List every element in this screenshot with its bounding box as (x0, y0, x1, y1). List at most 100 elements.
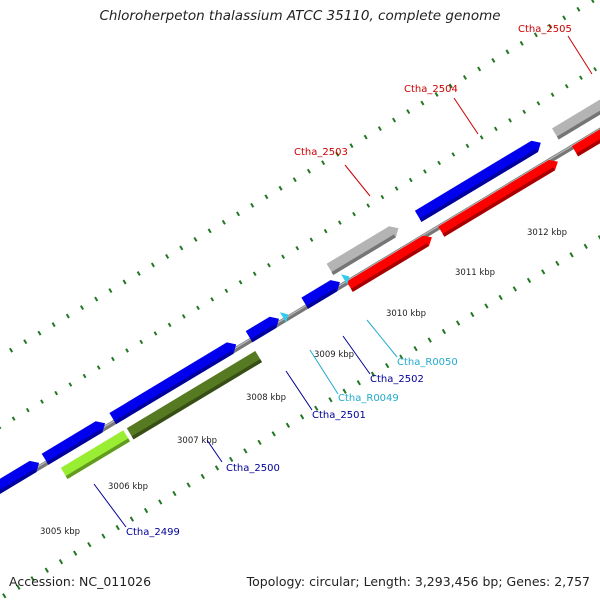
gene-arrow (41, 421, 106, 465)
tick-mark (470, 311, 475, 318)
tick-mark (349, 143, 354, 149)
tick-mark (536, 101, 541, 106)
tick-mark (508, 118, 512, 123)
kbp-label: 3005 kbp (40, 527, 80, 537)
tick-mark (214, 465, 220, 471)
tick-mark (2, 593, 7, 599)
tick-mark (16, 584, 21, 590)
gene-leader-line (344, 164, 371, 197)
gene-arrow-shadow (419, 148, 539, 222)
tick-mark (323, 228, 328, 234)
tick-mark (292, 177, 297, 183)
tick-mark (363, 134, 368, 140)
tick-mark (385, 362, 390, 369)
gene-arrow (414, 140, 541, 222)
tick-mark (434, 92, 439, 97)
tick-mark (377, 126, 382, 132)
tick-mark (366, 203, 371, 208)
tick-mark (441, 328, 447, 335)
tick-mark (238, 280, 243, 285)
tick-mark (519, 40, 524, 46)
gene-label: Ctha_2501 (312, 410, 366, 421)
gene-arrow (60, 430, 130, 479)
tick-mark (399, 354, 404, 360)
gene-arrow (126, 351, 262, 440)
tick-mark (73, 550, 78, 556)
gene-arrow-shadow (114, 350, 234, 425)
tick-mark (153, 331, 158, 336)
tick-mark (193, 236, 198, 242)
gene-arrow-shadow (576, 139, 600, 157)
tick-mark (179, 245, 184, 251)
gene-arrow-shadow (306, 288, 338, 309)
tick-mark (477, 66, 482, 72)
gene-arrow-shadow (250, 324, 277, 343)
tick-mark (380, 194, 385, 200)
tick-mark (423, 169, 427, 174)
tick-mark (465, 143, 470, 149)
tick-mark (392, 117, 397, 123)
tick-mark (186, 482, 191, 488)
gene-arrow (301, 280, 340, 309)
gene-arrow-shadow (65, 438, 130, 479)
tick-mark (309, 237, 314, 242)
tick-mark (23, 339, 28, 345)
gene-arrow-shadow (0, 469, 37, 494)
tick-mark (250, 202, 255, 208)
tick-mark (455, 320, 461, 326)
tick-mark (267, 263, 271, 268)
tick-mark (58, 559, 64, 565)
tick-mark (25, 407, 30, 413)
tick-mark (65, 313, 70, 319)
tick-mark (462, 75, 467, 80)
tick-mark (579, 75, 583, 80)
tick-mark (37, 330, 42, 336)
gene-label: Ctha_2499 (126, 527, 180, 538)
tick-mark (299, 414, 305, 420)
tick-row (9, 0, 595, 353)
tick-mark (79, 305, 85, 311)
tick-mark (314, 405, 319, 411)
gene-label: Ctha_2505 (518, 24, 572, 35)
gene-leader-line (206, 439, 223, 463)
tick-mark (257, 439, 262, 446)
gene-arrow (572, 129, 600, 157)
tick-mark (129, 516, 135, 522)
tick-mark (522, 109, 527, 115)
tick-mark (150, 262, 155, 268)
tick-mark (278, 185, 283, 191)
tick-mark (285, 422, 291, 428)
tick-mark (408, 177, 413, 183)
tick-mark (437, 160, 442, 166)
tick-mark (264, 194, 269, 200)
tick-mark (593, 66, 598, 72)
tick-mark (406, 109, 411, 114)
tick-mark (533, 32, 538, 38)
gene-label: Ctha_2503 (294, 147, 348, 158)
tick-mark (295, 245, 300, 251)
gene-arrow-shadow (350, 243, 429, 292)
gene-arrow (326, 226, 399, 275)
tick-mark (68, 382, 73, 387)
tick-mark (413, 345, 418, 352)
tick-mark (548, 23, 553, 29)
gene-leader-line (309, 349, 339, 395)
gene-label: Ctha_2500 (226, 463, 280, 474)
gene-arrow (245, 316, 279, 343)
tick-mark (243, 448, 248, 454)
gene-arrow-shadow (131, 359, 262, 440)
tick-mark (125, 348, 129, 353)
accession-text: Accession: NC_011026 (9, 574, 152, 589)
tick-mark (51, 322, 56, 328)
tick-mark (555, 260, 560, 267)
tick-mark (122, 279, 127, 285)
tick-mark (158, 499, 163, 505)
tick-mark (40, 399, 44, 404)
gene-arrow (346, 235, 432, 292)
tick-mark (281, 254, 285, 259)
tick-mark (207, 228, 212, 234)
tick-mark (167, 322, 172, 328)
gene-arrow-shadow (442, 167, 555, 237)
tick-mark (136, 271, 141, 276)
